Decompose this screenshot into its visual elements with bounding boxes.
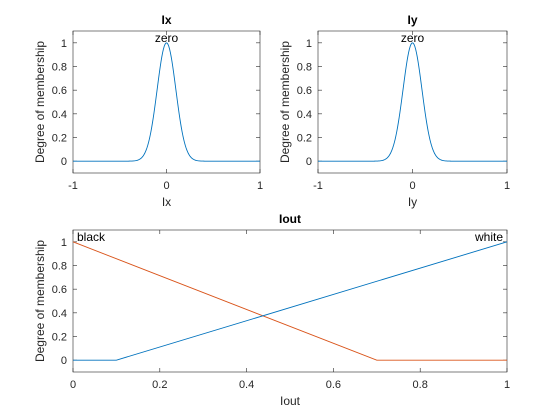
axes-box [72, 30, 261, 174]
y-tick-label: 0.4 [297, 109, 312, 121]
y-tick-label: 0.8 [52, 62, 67, 74]
x-tick-label: -1 [313, 180, 323, 192]
y-tick-label: 1 [306, 38, 312, 50]
x-axis-label: Iout [280, 394, 301, 408]
series-line-black [72, 241, 507, 361]
series-line-white [73, 241, 508, 361]
y-tick-label: 0.2 [297, 133, 312, 145]
y-tick-label: 0.6 [297, 85, 312, 97]
x-tick-label: 0 [70, 379, 76, 391]
series-label-zero: zero [155, 31, 179, 45]
axes-box [317, 30, 508, 174]
y-tick-label: 0 [61, 156, 67, 168]
x-tick-label: 1 [257, 180, 263, 192]
y-tick-label: 0.6 [52, 85, 67, 97]
series-line-zero [318, 42, 507, 162]
plot-title: Iy [407, 13, 417, 27]
x-tick-label: 0 [409, 180, 415, 192]
x-tick-label: 0.8 [413, 379, 428, 391]
y-tick-label: 0.8 [52, 261, 67, 273]
y-tick-label: 0.4 [52, 109, 67, 121]
series-label-white: white [474, 230, 503, 244]
y-tick-label: 0.2 [52, 332, 67, 344]
y-tick-label: 1 [61, 38, 67, 50]
series-line-zero [73, 42, 260, 162]
x-tick-label: -1 [68, 180, 78, 192]
x-tick-label: 0.2 [152, 379, 167, 391]
x-tick-label: 1 [504, 379, 510, 391]
y-tick-label: 0 [306, 156, 312, 168]
y-tick-label: 0.4 [52, 308, 67, 320]
axes-box [72, 229, 508, 373]
y-tick-label: 0 [61, 355, 67, 367]
series-label-zero: zero [401, 31, 425, 45]
x-tick-label: 0.6 [326, 379, 341, 391]
y-tick-label: 0.6 [52, 284, 67, 296]
y-axis-label: Degree of membership [278, 41, 292, 163]
plot-title: Iout [279, 212, 301, 226]
x-tick-label: 0 [163, 180, 169, 192]
x-axis-label: Ix [162, 195, 171, 209]
series-label-black: black [77, 230, 106, 244]
y-tick-label: 0.8 [297, 62, 312, 74]
x-axis-label: Iy [408, 195, 417, 209]
y-axis-label: Degree of membership [33, 41, 47, 163]
y-tick-label: 0.2 [52, 133, 67, 145]
x-tick-label: 1 [504, 180, 510, 192]
x-tick-label: 0.4 [239, 379, 254, 391]
y-tick-label: 1 [61, 237, 67, 249]
y-axis-label: Degree of membership [33, 240, 47, 362]
plot-iout: 0 0.2 0.4 0.6 0.8 1 0 0.2 0.4 0.6 0.8 1 Iout Iout Degr… [33, 212, 510, 408]
plot-title: Ix [161, 13, 171, 27]
